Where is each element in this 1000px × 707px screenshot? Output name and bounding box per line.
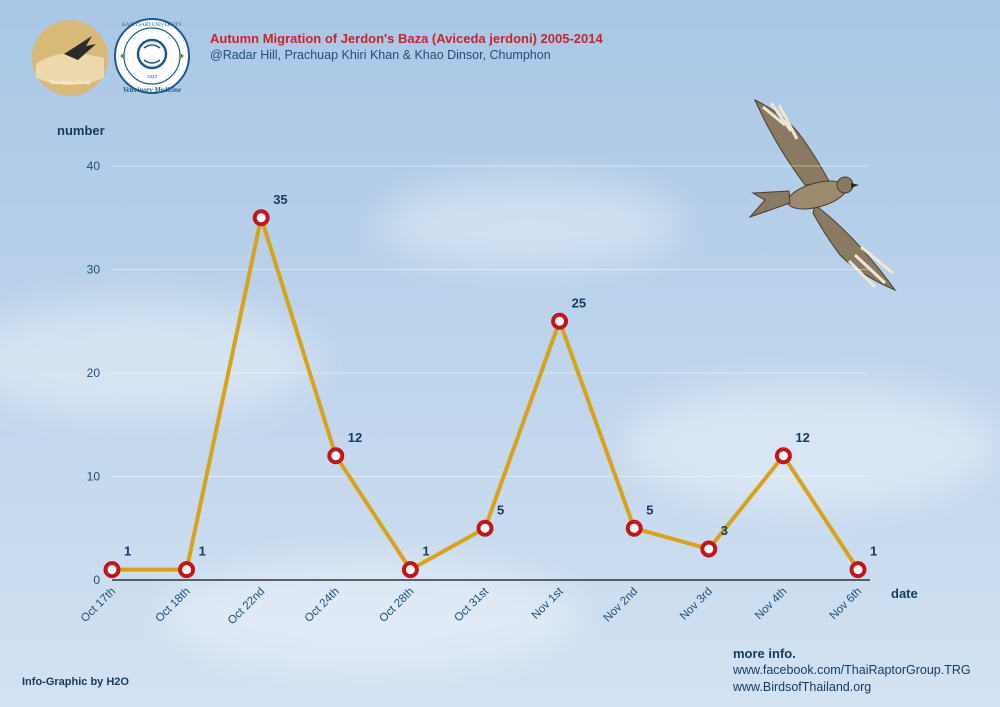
series-line [112,215,860,572]
data-point [252,209,270,227]
y-tick-label: 30 [87,263,101,277]
data-point [700,540,718,558]
data-point [625,519,643,537]
y-tick-label: 20 [87,366,101,380]
x-tick-label: Oct 31st [452,585,491,624]
data-point [327,447,345,465]
jerdons-baza-illustration [748,98,897,292]
cloud [380,180,680,270]
y-tick-label: 10 [87,470,101,484]
logo-right-bottom-text: Veterinary Medicine [123,86,182,94]
data-label: 12 [795,430,809,445]
data-label: 1 [422,544,429,559]
data-label: 1 [124,544,131,559]
cloud [160,560,580,670]
more-info-block: more info. www.facebook.com/ThaiRaptorGr… [733,645,971,696]
data-points [103,209,867,579]
kasetsart-vet-logo: KASETSART UNIVERSITY 1943 Veterinary Med… [114,18,190,94]
data-label: 12 [348,430,362,445]
data-point [476,519,494,537]
gridlines [112,165,868,477]
x-tick-label: Oct 22nd [226,586,267,627]
link-facebook[interactable]: www.facebook.com/ThaiRaptorGroup.TRG [733,663,971,677]
x-axis: Oct 17th Oct 18th Oct 22nd Oct 24th Oct 28th… [79,585,864,627]
link-birdsofthailand[interactable]: www.BirdsofThailand.org [733,680,872,694]
y-tick-label: 40 [87,159,101,173]
data-point [401,561,419,579]
x-tick-label: Nov 2nd [602,586,641,625]
cloud [0,300,320,420]
data-point [774,447,792,465]
logo-right-year: 1943 [147,74,158,79]
y-tick-label: 0 [93,573,100,587]
x-tick-label: Oct 17th [79,586,118,625]
data-point [178,561,196,579]
data-point [551,312,569,330]
x-tick-label: Nov 6th [828,586,865,623]
x-tick-label: Nov 1st [530,585,567,622]
x-tick-label: Nov 3rd [678,586,715,623]
data-label: 3 [721,523,728,538]
cloud [620,380,1000,510]
data-point [849,561,867,579]
data-label: 1 [870,544,877,559]
x-axis-label: date [891,586,918,601]
x-tick-label: Oct 24th [303,586,342,625]
y-axis-label: number [57,123,105,138]
logo-right-top-text: KASETSART UNIVERSITY [122,23,182,28]
data-labels: 1 1 35 12 1 5 25 5 3 12 1 [124,192,877,559]
thai-raptor-group-logo: Thai Raptor Group [32,20,108,96]
credit-text: Info-Graphic by H2O [22,676,129,688]
chart-title: Autumn Migration of Jerdon's Baza (Avice… [210,31,603,46]
data-label: 1 [199,544,206,559]
data-label: 35 [273,192,287,207]
chart-subtitle: @Radar Hill, Prachuap Khiri Khan & Khao … [210,48,551,62]
y-axis: 0 10 20 30 40 [87,159,101,587]
logo-left-text: Thai Raptor Group [49,80,91,86]
more-info-heading: more info. [733,646,796,661]
data-point [103,561,121,579]
data-label: 5 [497,502,504,517]
x-tick-label: Oct 28th [377,586,416,625]
x-tick-label: Oct 18th [153,586,192,625]
data-label: 5 [646,502,653,517]
x-tick-label: Nov 4th [753,586,790,623]
data-label: 25 [572,295,586,310]
